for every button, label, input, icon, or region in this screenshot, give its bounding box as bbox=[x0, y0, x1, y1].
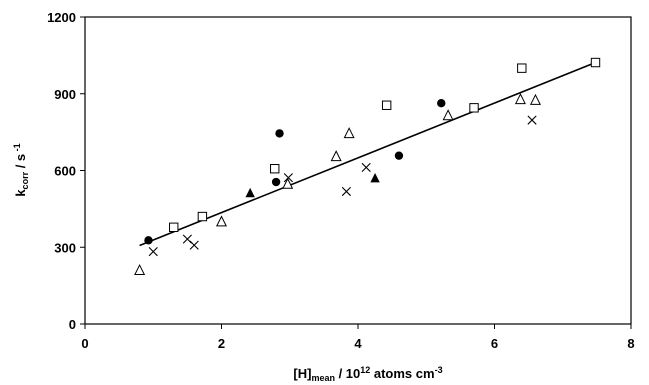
filled-circle-point bbox=[275, 129, 283, 137]
filled-triangle-point bbox=[245, 188, 254, 197]
y-tick-label: 300 bbox=[54, 240, 76, 255]
axes-layer: 0 2 4 6 8 0 300 600 900 1200 bbox=[47, 10, 635, 351]
y-tick-label: 600 bbox=[54, 164, 76, 179]
filled-circle-point bbox=[272, 178, 280, 186]
open-square-point bbox=[170, 223, 178, 231]
open-square-point bbox=[198, 212, 206, 220]
open-triangle-point bbox=[217, 216, 226, 225]
x-tick-label: 4 bbox=[354, 336, 362, 351]
open-triangle-point bbox=[135, 265, 144, 274]
x-tick-label: 2 bbox=[218, 336, 225, 351]
x-tick-label: 8 bbox=[627, 336, 634, 351]
cross-point bbox=[149, 247, 157, 255]
open-triangle-point bbox=[443, 110, 452, 119]
open-square-point bbox=[271, 165, 279, 173]
filled-circle-point bbox=[395, 151, 403, 159]
filled-circle-point bbox=[144, 236, 152, 244]
y-tick-label: 1200 bbox=[47, 10, 76, 25]
cross-point bbox=[528, 116, 536, 124]
y-tick-label: 0 bbox=[69, 317, 76, 332]
open-square-point bbox=[518, 64, 526, 72]
open-triangle-point bbox=[531, 95, 540, 104]
y-axis-label: kcorr / s -1 bbox=[12, 143, 30, 196]
plot-frame bbox=[85, 17, 631, 324]
open-square-point bbox=[591, 58, 599, 66]
open-triangle-point bbox=[344, 128, 353, 137]
open-square-point bbox=[382, 101, 390, 109]
y-tick-label: 900 bbox=[54, 87, 76, 102]
open-triangle-point bbox=[516, 94, 525, 103]
fit-line bbox=[140, 63, 596, 246]
open-triangle-point bbox=[331, 151, 340, 160]
open-square-point bbox=[470, 104, 478, 112]
filled-triangle-point bbox=[370, 173, 379, 182]
x-tick-label: 6 bbox=[491, 336, 498, 351]
cross-point bbox=[362, 163, 370, 171]
cross-point bbox=[190, 241, 198, 249]
plot-area bbox=[85, 17, 631, 324]
data-points-layer bbox=[135, 58, 600, 274]
cross-point bbox=[342, 187, 350, 195]
x-tick-label: 0 bbox=[81, 336, 88, 351]
fit-line-layer bbox=[140, 63, 596, 246]
filled-circle-point bbox=[437, 99, 445, 107]
x-axis-label: [H]mean / 1012 atoms cm-3 bbox=[293, 365, 442, 383]
